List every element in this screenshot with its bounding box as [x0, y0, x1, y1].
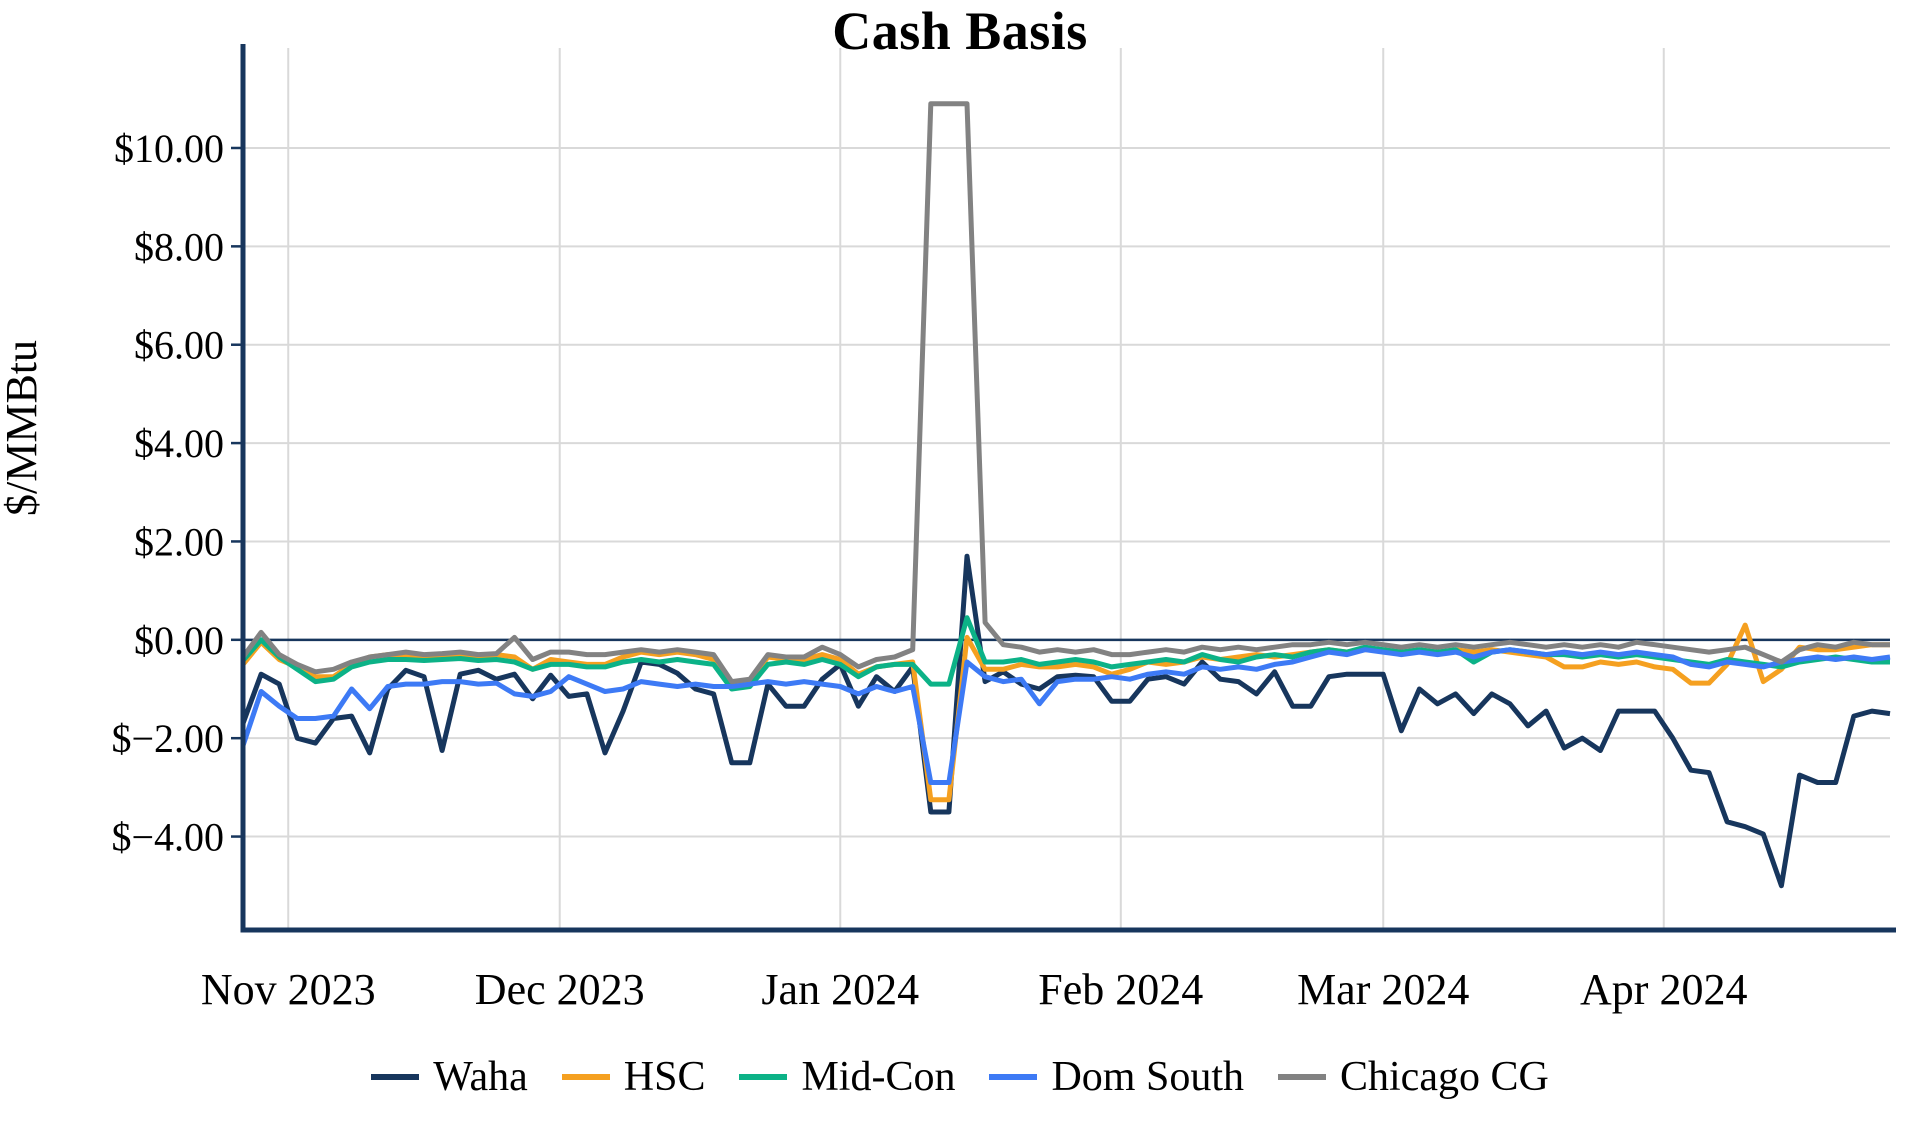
series-line-hsc: [241, 622, 1890, 803]
legend-swatch-dom-south: [989, 1074, 1038, 1080]
legend-item-mid-con: Mid-Con: [739, 1056, 955, 1098]
legend-item-hsc: HSC: [561, 1054, 706, 1100]
y-tick-label: $0.00: [134, 618, 224, 663]
series-line-dom-south: [240, 647, 1891, 785]
chart-title: Cash Basis: [832, 1, 1088, 61]
y-tick-label: $10.00: [114, 126, 224, 171]
legend-swatch-hsc: [561, 1074, 610, 1080]
y-tick-label: $−2.00: [111, 716, 224, 761]
y-tick-label: $2.00: [134, 519, 224, 564]
legend-swatch-mid-con: [739, 1074, 788, 1080]
legend-item-dom-south: Dom South: [989, 1056, 1244, 1098]
x-tick-label: Apr 2024: [1580, 965, 1747, 1014]
legend-item-chicago-cg: Chicago CG: [1278, 1056, 1549, 1098]
y-tick-label: $6.00: [134, 323, 224, 368]
x-tick-label: Mar 2024: [1297, 965, 1469, 1014]
y-axis-title: $/MMBtu: [0, 340, 46, 516]
legend-label-chicago-cg: Chicago CG: [1340, 1054, 1549, 1100]
legend-swatch-chicago-cg: [1278, 1074, 1326, 1080]
x-tick-label: Dec 2023: [475, 965, 645, 1014]
y-tick-label: $−4.00: [111, 815, 224, 860]
legend-label-hsc: HSC: [623, 1054, 706, 1100]
x-tick-label: Nov 2023: [201, 965, 376, 1014]
legend-item-waha: Waha: [371, 1056, 528, 1098]
legend-swatch-waha: [371, 1074, 420, 1080]
x-tick-label: Jan 2024: [761, 965, 919, 1014]
legend-label-waha: Waha: [433, 1054, 528, 1100]
y-tick-label: $8.00: [134, 224, 224, 269]
y-tick-label: $4.00: [134, 421, 224, 466]
chart-legend: Waha HSC Mid-Con Dom South Chicago CG: [0, 1042, 1920, 1112]
series-line-chicago-cg: [240, 101, 1890, 685]
legend-label-mid-con: Mid-Con: [801, 1054, 956, 1100]
legend-label-dom-south: Dom South: [1051, 1054, 1244, 1100]
x-tick-label: Feb 2024: [1038, 965, 1203, 1014]
series-line-waha: [240, 553, 1891, 889]
